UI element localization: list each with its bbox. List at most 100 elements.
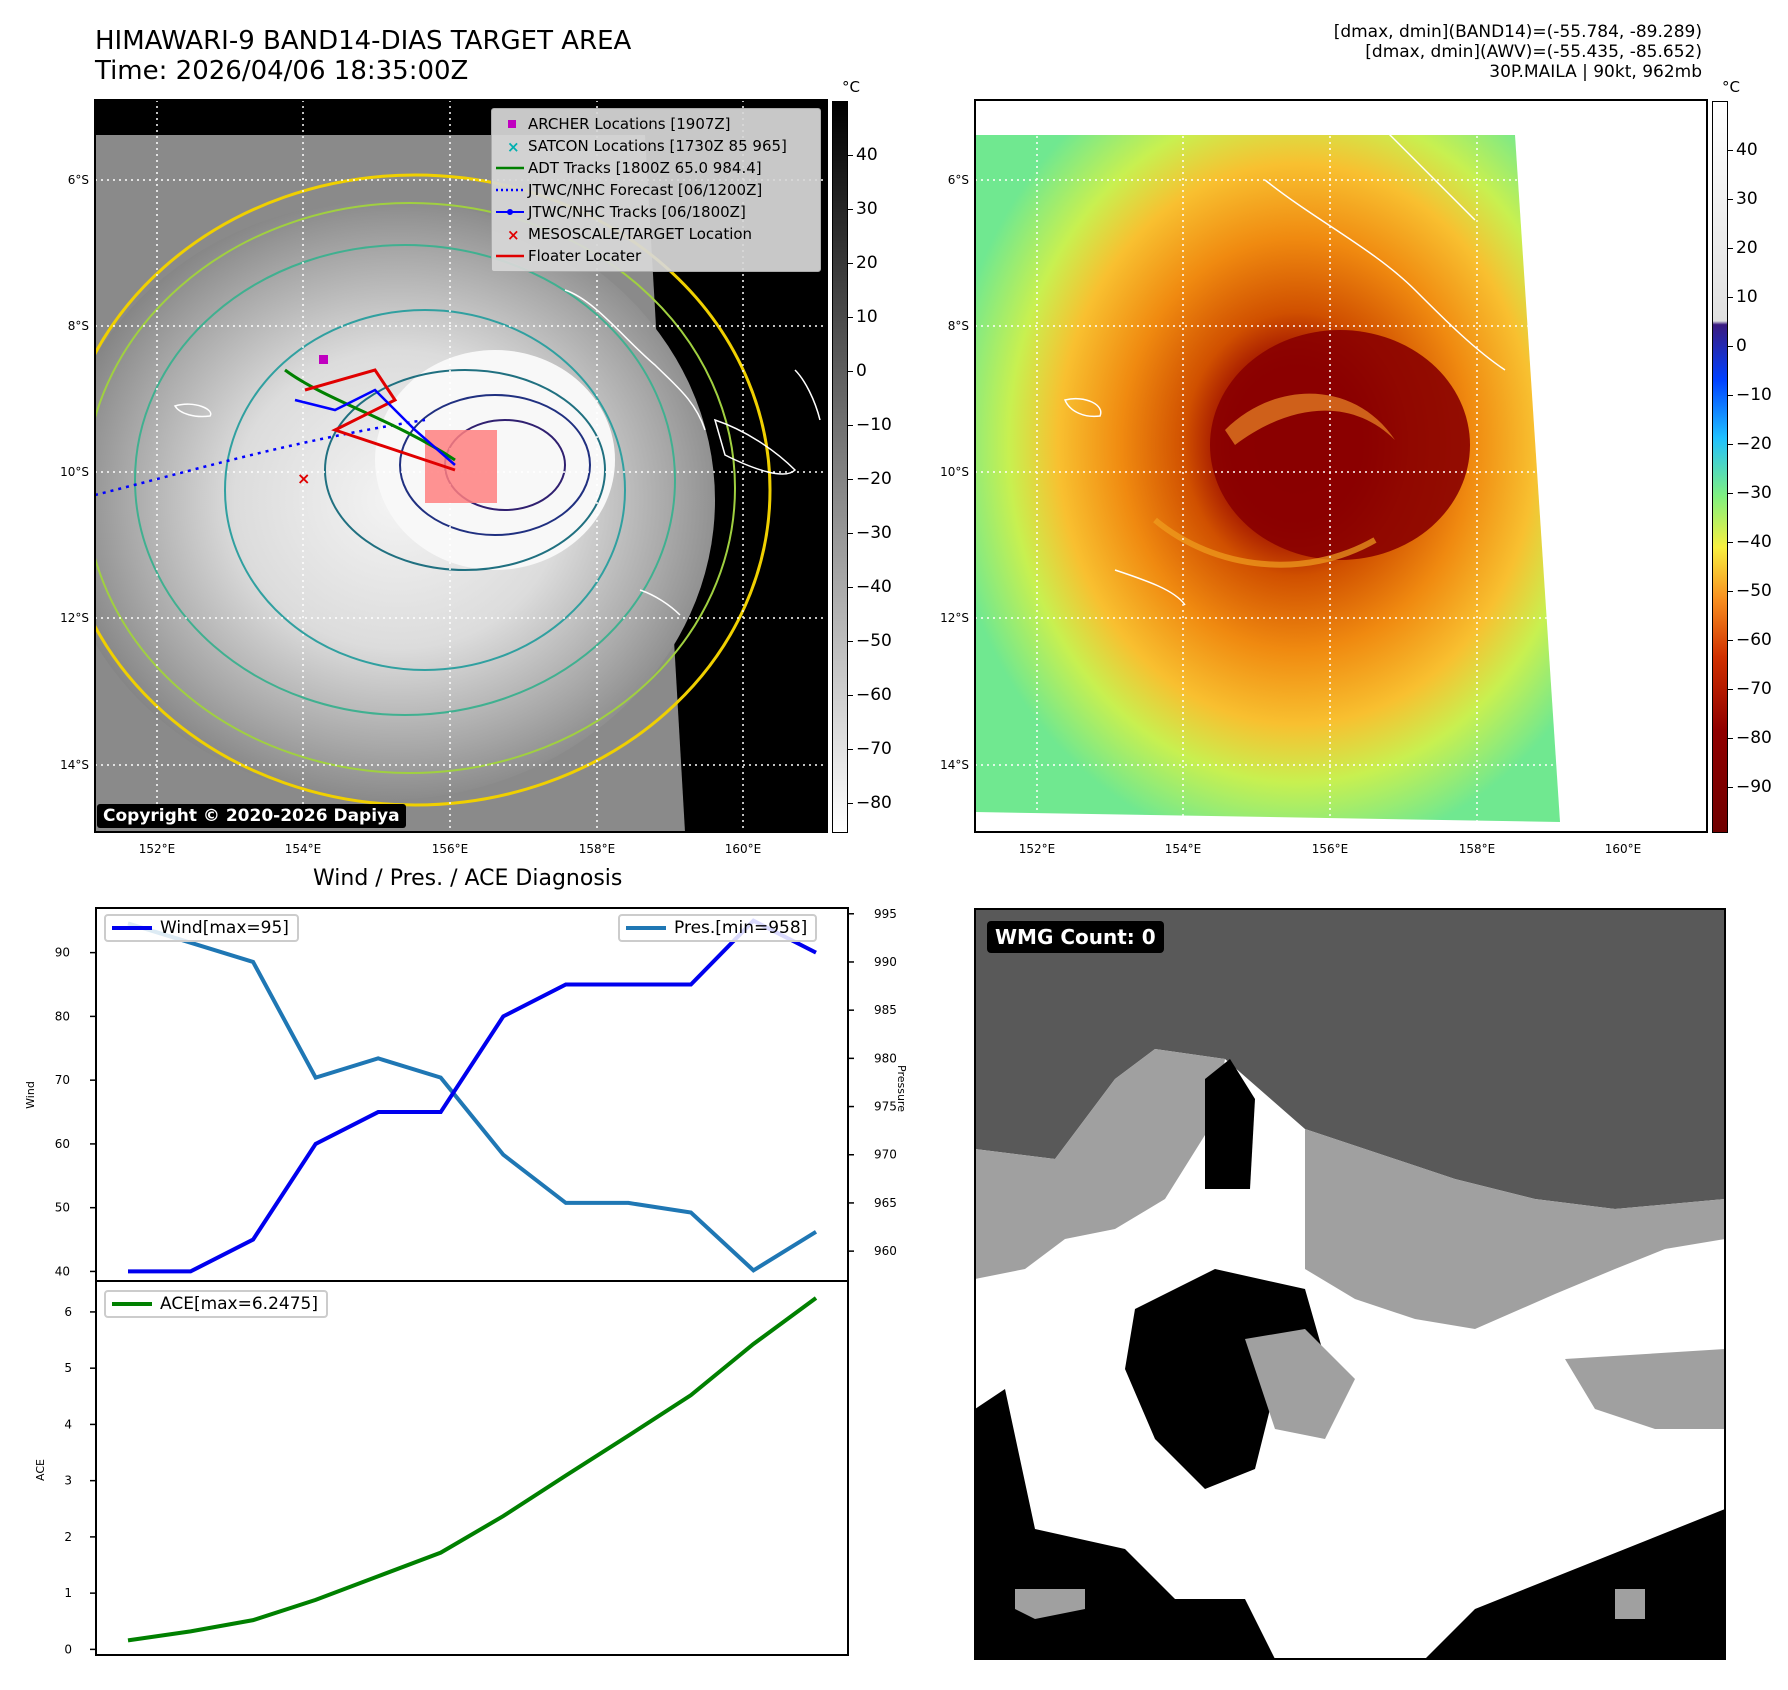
colorbar-tick-label: −70	[1736, 679, 1772, 699]
wind-legend-label: Wind[max=95]	[160, 918, 289, 938]
colorbar-tick-mark	[848, 209, 853, 210]
svg-text:×: ×	[507, 138, 520, 156]
ir-map-lat-label: 6°S	[67, 173, 89, 187]
colorbar-tick-mark	[1728, 248, 1733, 249]
colorbar-tick-mark	[1728, 591, 1733, 592]
enhanced-map-lat-label: 6°S	[947, 173, 969, 187]
colorbar-tick-mark	[848, 317, 853, 318]
enhanced-map-lon-label: 154°E	[1164, 842, 1202, 856]
colorbar-tick-mark	[1728, 346, 1733, 347]
colorbar-tick-label: −30	[1736, 483, 1772, 503]
ace-series-line	[127, 1296, 818, 1643]
colorbar-tick-mark	[1728, 444, 1733, 445]
ir-map-coastlines	[173, 289, 821, 616]
colorbar-tick-label: −50	[856, 631, 892, 651]
pressure-tick-label: 995	[874, 907, 897, 921]
svg-text:×: ×	[507, 226, 520, 244]
map-legend-symbol	[492, 245, 528, 267]
colorbar-tick-label: 40	[856, 145, 878, 165]
colorbar-tick-mark	[848, 263, 853, 264]
ace-tick-label: 3	[64, 1474, 72, 1488]
info-band14: [dmax, dmin](BAND14)=(-55.784, -89.289)	[1333, 22, 1702, 42]
colorbar-tick-label: 30	[856, 199, 878, 219]
pressure-axis-label-vertical: Pressure	[895, 1065, 908, 1112]
colorbar-tick-mark	[848, 533, 853, 534]
colorbar-tick-mark	[848, 371, 853, 372]
enhanced-map-lon-label: 160°E	[1604, 842, 1642, 856]
ir-map-panel: × ARCHER Locations [1907Z] × SATCON Locati…	[55, 100, 827, 832]
ace-legend: ACE[max=6.2475]	[104, 1290, 328, 1318]
map-legend-label: ADT Tracks [1800Z 65.0 984.4]	[528, 159, 762, 177]
colorbar-tick-label: −10	[856, 415, 892, 435]
pressure-series-line	[127, 921, 818, 1273]
colorbar-tick-label: −80	[1736, 728, 1772, 748]
copyright-label: Copyright © 2020-2026 Dapiya	[97, 804, 406, 828]
colorbar-tick-label: −20	[856, 469, 892, 489]
enhanced-map-gridlines	[975, 100, 1707, 832]
map-legend-item: ARCHER Locations [1907Z]	[492, 113, 820, 135]
colorbar-tick-mark	[848, 479, 853, 480]
info-storm: 30P.MAILA | 90kt, 962mb	[1489, 62, 1702, 82]
map-legend-item: × SATCON Locations [1730Z 85 965]	[492, 135, 820, 157]
ir-map-lon-label: 152°E	[138, 842, 176, 856]
map-legend-symbol: ×	[492, 135, 528, 157]
info-awv: [dmax, dmin](AWV)=(-55.435, -85.652)	[1365, 42, 1702, 62]
map-legend-label: SATCON Locations [1730Z 85 965]	[528, 137, 787, 155]
pressure-tick-label: 975	[874, 1100, 897, 1114]
colorbar-tick-mark	[1728, 738, 1733, 739]
wind-tick-label: 50	[55, 1201, 70, 1215]
map-legend-label: MESOSCALE/TARGET Location	[528, 225, 753, 243]
map-legend-symbol: ×	[492, 223, 528, 245]
ace-tick-label: 4	[64, 1417, 72, 1431]
map-legend-item: Floater Locater	[492, 245, 820, 267]
map-legend-item: ADT Tracks [1800Z 65.0 984.4]	[492, 157, 820, 179]
ace-tick-label: 5	[64, 1361, 72, 1375]
colorbar-tick-mark	[848, 695, 853, 696]
right-colorbar-unit: °C	[1722, 78, 1740, 96]
ace-tick-label: 1	[64, 1586, 72, 1600]
pressure-tick-label: 990	[874, 955, 897, 969]
wind-tick-label: 70	[55, 1073, 70, 1087]
map-legend-label: Floater Locater	[528, 247, 642, 265]
wmg-frame	[974, 908, 1726, 1660]
wind-axis-label: Wind	[24, 1081, 37, 1109]
wind-tick-label: 90	[55, 946, 70, 960]
pressure-legend-label: Pres.[min=958]	[674, 918, 808, 938]
map-legend-label: ARCHER Locations [1907Z]	[528, 115, 731, 133]
enhanced-map-lat-label: 14°S	[940, 758, 969, 772]
enhanced-map-panel	[975, 100, 1707, 832]
colorbar-tick-mark	[1728, 542, 1733, 543]
wmg-count-badge: WMG Count: 0	[987, 921, 1164, 953]
colorbar-tick-label: −90	[1736, 777, 1772, 797]
ace-axis-label: ACE	[34, 1459, 47, 1481]
colorbar-tick-label: −60	[1736, 630, 1772, 650]
map-legend-symbol	[492, 113, 528, 135]
enhanced-map-image	[975, 100, 1707, 832]
colorbar-tick-label: −70	[856, 739, 892, 759]
ace-legend-swatch	[112, 1302, 152, 1306]
colorbar-tick-label: 20	[856, 253, 878, 273]
enhanced-map-lat-label: 10°S	[940, 465, 969, 479]
ace-legend-label: ACE[max=6.2475]	[160, 1294, 318, 1314]
colorbar-tick-mark	[848, 641, 853, 642]
diagnosis-title: Wind / Pres. / ACE Diagnosis	[313, 866, 623, 891]
pressure-tick-label: 980	[874, 1051, 897, 1065]
wind-legend: Wind[max=95]	[104, 914, 299, 942]
pressure-tick-label: 965	[874, 1196, 897, 1210]
enhanced-map-frame	[974, 99, 1708, 833]
wind-tick-label: 60	[55, 1137, 70, 1151]
colorbar-tick-label: −50	[1736, 581, 1772, 601]
left-colorbar	[832, 101, 848, 833]
colorbar-tick-mark	[1728, 689, 1733, 690]
colorbar-tick-label: −10	[1736, 385, 1772, 405]
colorbar-tick-mark	[1728, 395, 1733, 396]
pressure-tick-label: 960	[874, 1244, 897, 1258]
colorbar-tick-label: −20	[1736, 434, 1772, 454]
map-legend-symbol	[492, 201, 528, 223]
map-legend-symbol	[492, 157, 528, 179]
colorbar-tick-mark	[848, 587, 853, 588]
diagnosis-chart: 40 50 60 70 80 90 960 965 970 975 980 985 990 995 0 1…	[24, 907, 897, 1657]
left-colorbar-unit: °C	[842, 78, 860, 96]
colorbar-tick-label: 10	[856, 307, 878, 327]
map-legend-item: × MESOSCALE/TARGET Location	[492, 223, 820, 245]
